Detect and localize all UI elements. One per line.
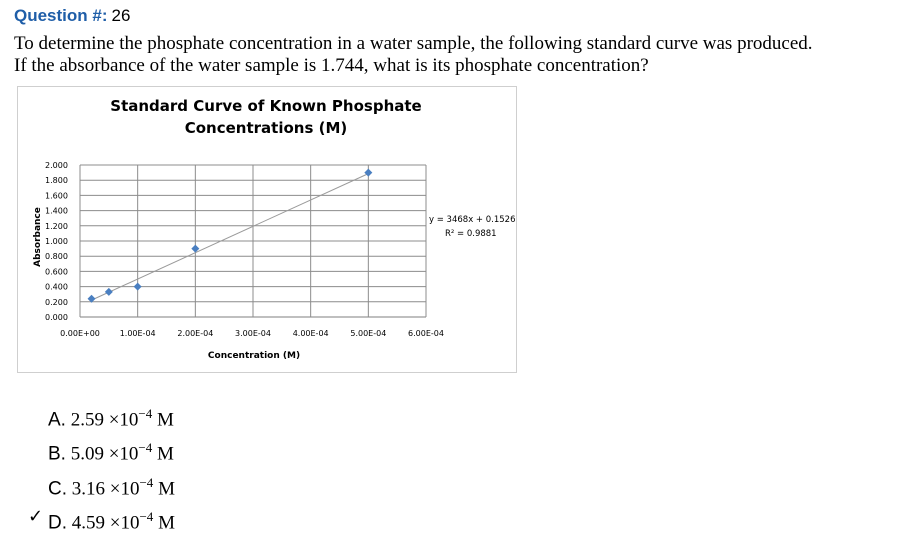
y-tick-label: 0.000: [45, 313, 68, 322]
answer-option-b[interactable]: B. 5.09 ×10−4 M: [48, 434, 175, 468]
answer-value: 2.59 ×10: [70, 409, 139, 431]
chart-grid: [79, 164, 427, 318]
answer-exponent: −4: [138, 406, 153, 421]
data-point-marker: [133, 282, 142, 291]
y-tick-label: 2.000: [45, 161, 68, 170]
r-squared-label: R² = 0.9881: [445, 229, 497, 239]
question-label: Question #:: [14, 6, 108, 25]
chart-panel: 0.000 0.200 0.400 0.600 0.800 1.000 1.200 1.400…: [17, 86, 517, 373]
answer-list: A. 2.59 ×10−4 M B. 5.09 ×10−4 M C. 3.16 …: [28, 400, 175, 537]
x-tick-label: 5.00E-04: [350, 329, 386, 338]
data-point-marker: [87, 294, 96, 303]
question-number: 26: [111, 6, 131, 25]
answer-unit: M: [153, 477, 175, 499]
trendline: [91, 173, 369, 301]
y-tick-label: 1.800: [45, 176, 68, 185]
y-tick-label: 0.600: [45, 267, 68, 276]
answer-exponent: −4: [139, 508, 154, 524]
y-tick-label: 1.200: [45, 222, 68, 231]
answer-option-c[interactable]: C. 3.16 ×10−4 M: [48, 469, 175, 503]
x-tick-label: 3.00E-04: [235, 329, 271, 338]
trendline-equation: y = 3468x + 0.1526: [429, 215, 516, 225]
y-tick-labels: 0.000 0.200 0.400 0.600 0.800 1.000 1.200 1.400…: [45, 161, 68, 322]
answer-exponent: −4: [138, 440, 153, 456]
question-header: Question #: 26: [14, 6, 130, 26]
answer-value: 3.16 ×10: [71, 477, 140, 499]
y-axis-label: Absorbance: [33, 207, 43, 267]
x-tick-labels: 0.00E+00 1.00E-04 2.00E-04 3.00E-04 4.00E-04…: [60, 329, 444, 338]
x-tick-label: 2.00E-04: [177, 329, 213, 338]
x-tick-label: 1.00E-04: [120, 329, 156, 338]
x-tick-label: 0.00E+00: [60, 329, 100, 338]
x-tick-label: 6.00E-04: [408, 329, 444, 338]
standard-curve-chart: 0.000 0.200 0.400 0.600 0.800 1.000 1.200 1.400…: [33, 97, 516, 361]
answer-value: 4.59 ×10: [71, 512, 140, 534]
question-text: To determine the phosphate concentration…: [14, 33, 914, 77]
y-tick-label: 0.400: [45, 283, 68, 292]
answer-letter: C.: [48, 477, 67, 499]
y-tick-label: 0.800: [45, 252, 68, 261]
y-tick-label: 1.000: [45, 237, 68, 246]
answer-letter: A.: [48, 409, 66, 431]
chart-title-line-2: Concentrations (M): [185, 119, 348, 137]
y-tick-label: 0.200: [45, 298, 68, 307]
answer-option-d[interactable]: ✓ D. 4.59 ×10−4 M: [28, 503, 175, 537]
data-point-marker: [364, 168, 373, 177]
answer-letter: B.: [48, 443, 66, 465]
data-points: [87, 168, 373, 303]
chart-title-line-1: Standard Curve of Known Phosphate: [110, 97, 421, 115]
answer-option-a[interactable]: A. 2.59 ×10−4 M: [48, 400, 175, 434]
y-tick-label: 1.400: [45, 207, 68, 216]
answer-exponent: −4: [139, 474, 154, 490]
y-tick-label: 1.600: [45, 191, 68, 200]
data-point-marker: [191, 244, 200, 253]
answer-letter: D.: [48, 512, 67, 534]
question-line-1: To determine the phosphate concentration…: [14, 33, 813, 54]
answer-unit: M: [153, 512, 175, 534]
answer-unit: M: [152, 409, 174, 431]
answer-value: 5.09 ×10: [70, 443, 139, 465]
x-axis-label: Concentration (M): [208, 351, 300, 361]
question-line-2: If the absorbance of the water sample is…: [14, 55, 649, 76]
data-point-marker: [104, 287, 113, 296]
answer-unit: M: [152, 443, 174, 465]
check-icon: ✓: [28, 505, 44, 527]
x-tick-label: 4.00E-04: [293, 329, 329, 338]
